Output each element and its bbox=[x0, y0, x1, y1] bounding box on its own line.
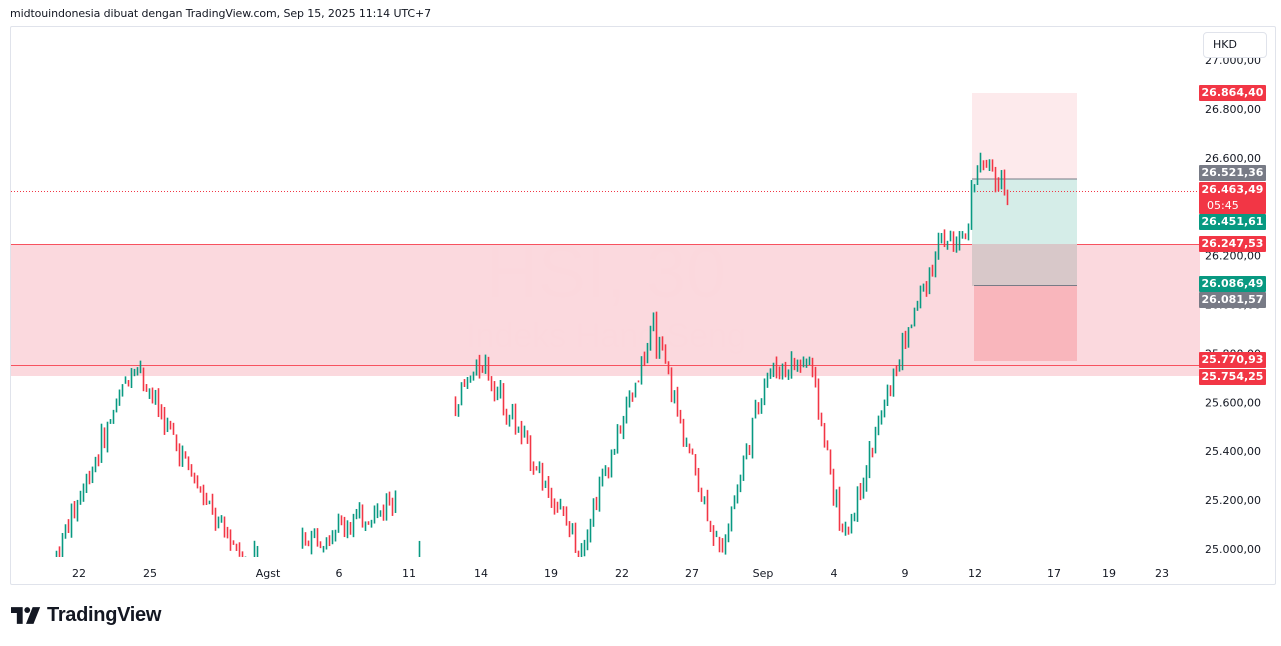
time-axis-label: 11 bbox=[402, 567, 416, 580]
overlap-area bbox=[972, 244, 1077, 286]
time-axis-label: 22 bbox=[72, 567, 86, 580]
time-axis-label: 4 bbox=[831, 567, 838, 580]
price-axis-label: 26.600,00 bbox=[1205, 152, 1261, 165]
price-tag-zone-bot2: 25.754,25 bbox=[1199, 369, 1266, 385]
time-axis-label: 6 bbox=[336, 567, 343, 580]
chart-frame[interactable]: HSI, 30 Indeks Hang Seng 25.000,0025.200… bbox=[10, 26, 1276, 585]
attribution-header: midtouindonesia dibuat dengan TradingVie… bbox=[10, 7, 431, 20]
price-tag-stop: 26.864,40 bbox=[1199, 85, 1266, 101]
time-axis-label: 12 bbox=[968, 567, 982, 580]
time-axis[interactable]: 22 25 Agst 6 11 14 19 22 27 Sep 4 9 12 17 19 23 bbox=[72, 567, 1169, 580]
candlestick-series bbox=[55, 152, 1009, 557]
time-axis-label: 19 bbox=[1102, 567, 1116, 580]
time-axis-label: 25 bbox=[143, 567, 157, 580]
time-axis-label: 17 bbox=[1047, 567, 1061, 580]
logo-text: TradingView bbox=[47, 604, 162, 626]
tradingview-logo-icon bbox=[11, 607, 41, 624]
currency-button[interactable]: HKD bbox=[1203, 32, 1267, 58]
price-axis-label: 25.400,00 bbox=[1205, 445, 1261, 458]
price-chart[interactable]: HSI, 30 Indeks Hang Seng 25.000,0025.200… bbox=[11, 27, 1276, 585]
price-tag-last: 26.463,49 05:45 bbox=[1199, 182, 1266, 214]
bar-countdown: 05:45 bbox=[1207, 199, 1239, 212]
time-axis-label: Sep bbox=[753, 567, 774, 580]
price-tag-zone-top: 26.247,53 bbox=[1199, 236, 1266, 252]
price-axis-label: 26.200,00 bbox=[1205, 250, 1261, 263]
price-axis-label: 26.800,00 bbox=[1205, 103, 1261, 116]
last-price-value: 26.463,49 bbox=[1201, 183, 1264, 196]
price-tag-zone-bot1: 25.770,93 bbox=[1199, 352, 1266, 368]
time-axis-label: 19 bbox=[544, 567, 558, 580]
loss-area bbox=[974, 286, 1077, 361]
price-axis-label: 25.200,00 bbox=[1205, 494, 1261, 507]
time-axis-label: 27 bbox=[685, 567, 699, 580]
stop-area bbox=[972, 93, 1077, 179]
time-axis-label: 22 bbox=[615, 567, 629, 580]
position-tool[interactable] bbox=[972, 93, 1077, 361]
time-axis-label: 14 bbox=[474, 567, 488, 580]
price-tag-g1: 26.451,61 bbox=[1199, 214, 1266, 230]
time-axis-label: 23 bbox=[1155, 567, 1169, 580]
price-axis-label: 25.600,00 bbox=[1205, 396, 1261, 409]
time-axis-label: 9 bbox=[902, 567, 909, 580]
price-axis-label: 25.000,00 bbox=[1205, 543, 1261, 556]
price-tag-target: 26.086,49 bbox=[1199, 276, 1266, 292]
price-tag-close2: 26.081,57 bbox=[1199, 292, 1266, 308]
price-tag-entry: 26.521,36 bbox=[1199, 165, 1266, 181]
time-axis-label: Agst bbox=[256, 567, 281, 580]
tradingview-logo[interactable]: TradingView bbox=[11, 604, 161, 627]
